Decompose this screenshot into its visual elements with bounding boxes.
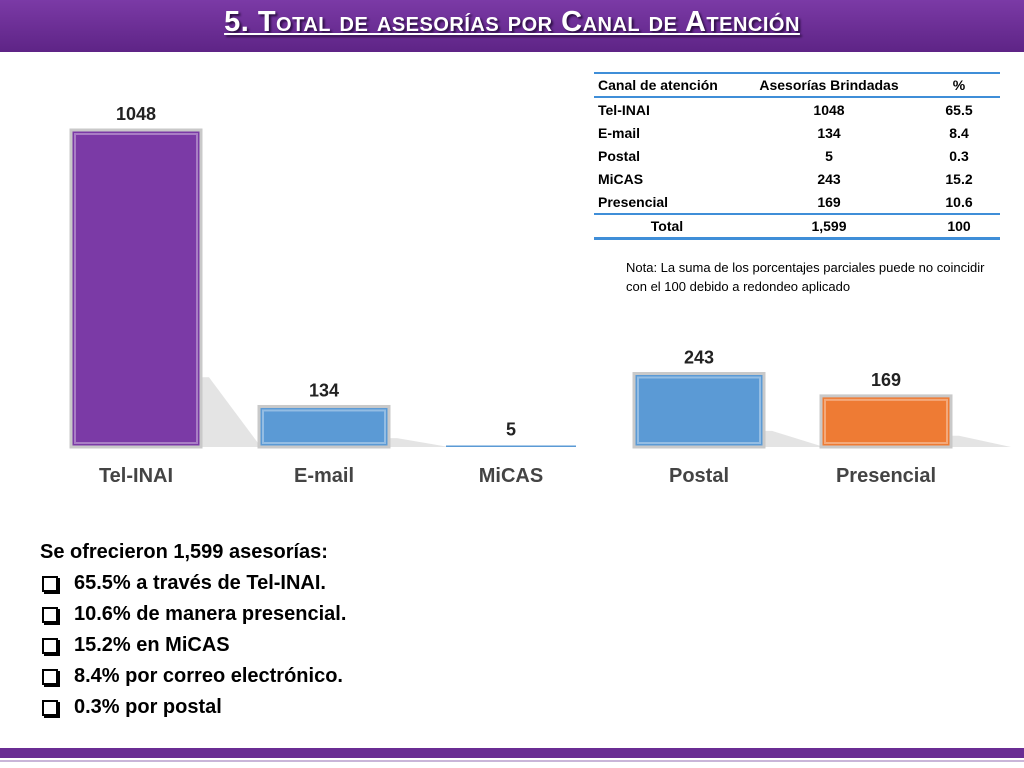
bar-group: 5 MiCAS: [446, 419, 576, 487]
bar-group: 134 E-mail: [257, 380, 449, 487]
checkbox-bullet-icon: [42, 606, 58, 623]
table-cell: 169: [817, 193, 841, 210]
bar-group: 1048 Tel-INAI: [69, 104, 261, 487]
table-cell: 0.3: [949, 147, 969, 164]
bottom-bar: [0, 748, 1024, 758]
list-item: 8.4% por correo electrónico.: [40, 661, 346, 692]
bar-shadow: [389, 438, 449, 447]
bar: [446, 445, 576, 447]
data-label: 1048: [116, 104, 156, 124]
table-row: E-mail 134 8.4: [594, 121, 1000, 144]
title-bar: [0, 0, 1024, 52]
table-cell: Presencial: [598, 193, 669, 210]
table-cell: 5: [825, 147, 833, 164]
bar: [257, 404, 391, 449]
table-header-cell: Asesorías Brindadas: [740, 72, 918, 98]
data-table: Canal de atención Asesorías Brindadas % …: [594, 72, 1000, 240]
category-label: E-mail: [294, 465, 354, 487]
data-label: 134: [309, 380, 339, 400]
bar-group: 243 Postal: [632, 347, 824, 487]
list-item-text: 15.2% en MiCAS: [74, 634, 230, 656]
table-cell: 10.6: [945, 193, 973, 210]
data-label: 169: [871, 370, 901, 390]
bar: [819, 394, 953, 449]
table-cell: Tel-INAI: [598, 101, 650, 118]
table-cell: Total: [594, 213, 740, 240]
table-row: Presencial 169 10.6: [594, 190, 1000, 214]
category-label: Tel-INAI: [99, 465, 173, 487]
table-cell: 1,599: [740, 213, 918, 240]
bar-highlight: [637, 376, 761, 444]
table-row: Tel-INAI 1048 65.5: [594, 97, 1000, 121]
summary: Se ofrecieron 1,599 asesorías: 65.5% a t…: [40, 536, 346, 723]
table-cell: 15.2: [945, 170, 973, 187]
table-cell: Postal: [598, 147, 641, 164]
checkbox-bullet-icon: [42, 699, 58, 716]
list-item: 0.3% por postal: [40, 692, 346, 723]
table-row: Postal 5 0.3: [594, 144, 1000, 167]
footnote: Nota: La suma de los porcentajes parcial…: [626, 260, 985, 294]
bar-highlight: [74, 133, 198, 444]
table-cell: 65.5: [945, 101, 973, 118]
bar-highlight: [824, 398, 948, 445]
category-label: Postal: [669, 465, 729, 487]
slide-title: 5. Total de asesorías por Canal de Atenc…: [224, 6, 800, 38]
table-header-row: Canal de atención Asesorías Brindadas %: [594, 72, 1000, 98]
data-label: 5: [506, 419, 516, 439]
table-cell: MiCAS: [598, 170, 644, 187]
bar: [69, 128, 203, 449]
table-cell: 243: [817, 170, 841, 187]
list-item-text: 65.5% a través de Tel-INAI.: [74, 572, 326, 594]
checkbox-bullet-icon: [42, 575, 58, 592]
table-header-cell: Canal de atención: [594, 72, 740, 98]
table-cell: 100: [918, 213, 1000, 240]
data-label: 243: [684, 347, 714, 367]
bar-shadow: [201, 377, 261, 447]
table-row: MiCAS 243 15.2: [594, 167, 1000, 190]
bar: [632, 371, 766, 449]
checkbox-bullet-icon: [42, 668, 58, 685]
table-cell: E-mail: [598, 124, 641, 141]
bar-shadow: [764, 430, 824, 447]
list-item: 65.5% a través de Tel-INAI.: [40, 568, 346, 599]
table-total-row: Total 1,599 100: [594, 213, 1000, 240]
summary-heading: Se ofrecieron 1,599 asesorías:: [40, 541, 328, 563]
bar-highlight: [262, 409, 386, 445]
table-header-cell: %: [918, 72, 1000, 98]
category-label: Presencial: [836, 465, 936, 487]
list-item-text: 0.3% por postal: [74, 696, 222, 718]
bottom-line: [0, 760, 1024, 762]
list-item: 10.6% de manera presencial.: [40, 599, 346, 630]
checkbox-bullet-icon: [42, 637, 58, 654]
bar-group: 169 Presencial: [819, 370, 1011, 487]
list-item: 15.2% en MiCAS: [40, 630, 346, 661]
list-item-text: 8.4% por correo electrónico.: [74, 665, 343, 687]
table-cell: 8.4: [949, 124, 969, 141]
table-cell: 1048: [813, 101, 845, 118]
bar-chart: 1048Tel-INAI134E-mail5MiCAS243Postal169P…: [69, 104, 1011, 487]
bar-shadow: [951, 435, 1011, 447]
category-label: MiCAS: [479, 465, 543, 487]
table-cell: 134: [817, 124, 841, 141]
list-item-text: 10.6% de manera presencial.: [74, 603, 347, 625]
